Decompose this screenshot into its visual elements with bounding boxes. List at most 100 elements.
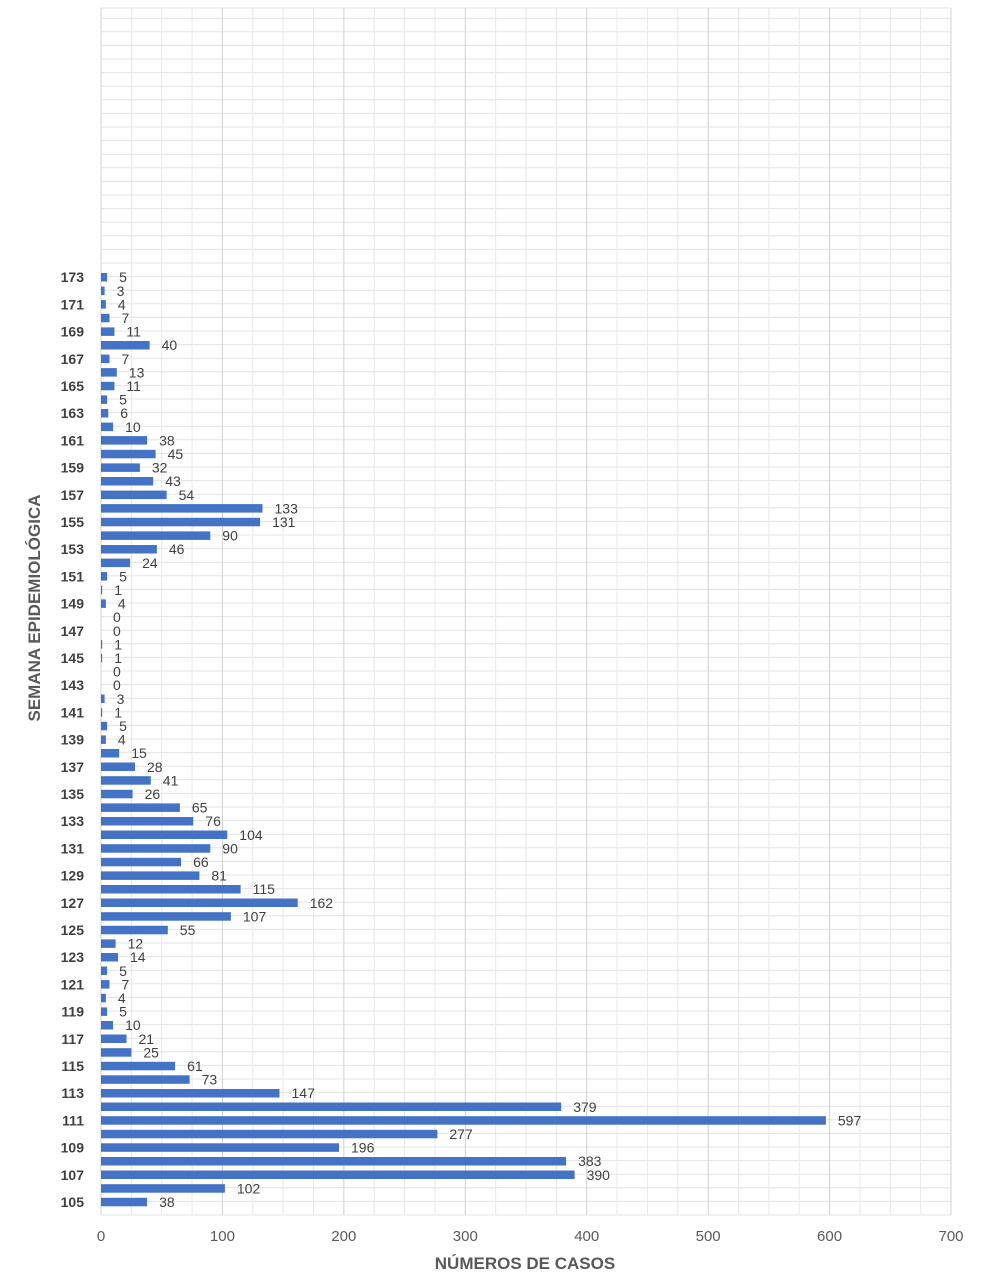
y-tick-label: 173 <box>61 269 85 285</box>
data-label-week-150: 1 <box>114 582 122 598</box>
bar-week-110 <box>101 1129 438 1139</box>
bar-week-167 <box>101 354 110 364</box>
bar-week-116 <box>101 1048 132 1057</box>
bar-week-135 <box>101 789 133 799</box>
data-label-week-153: 46 <box>169 541 185 557</box>
data-label-week-106: 102 <box>237 1180 261 1196</box>
bar-week-165 <box>101 381 115 391</box>
data-label-week-124: 12 <box>128 936 144 952</box>
bar-week-106 <box>101 1184 225 1193</box>
y-tick-label: 125 <box>61 922 85 938</box>
y-tick-label: 139 <box>61 732 85 748</box>
x-tick-label: 0 <box>97 1228 105 1245</box>
data-label-week-107: 390 <box>587 1167 611 1183</box>
data-label-week-133: 76 <box>205 813 221 829</box>
bar-week-150 <box>101 585 103 595</box>
data-label-week-138: 15 <box>131 745 147 761</box>
data-label-week-169: 11 <box>126 324 141 340</box>
data-label-week-161: 38 <box>159 432 175 448</box>
data-label-week-143: 0 <box>113 677 121 693</box>
data-label-week-136: 41 <box>163 772 179 788</box>
bar-week-131 <box>101 844 211 853</box>
y-axis-title: SEMANA EPIDEMIOLÓGICA <box>25 495 44 722</box>
bar-week-119 <box>101 1007 108 1016</box>
y-tick-label: 167 <box>61 351 85 367</box>
x-tick-label: 700 <box>938 1228 963 1245</box>
bar-week-162 <box>101 422 114 432</box>
data-label-week-160: 45 <box>168 446 184 462</box>
y-tick-label: 117 <box>61 1031 84 1047</box>
y-tick-label: 127 <box>61 895 85 911</box>
data-label-week-151: 5 <box>119 568 127 584</box>
bar-week-137 <box>101 762 135 771</box>
data-labels: 3810239038319627759737914773612521105475… <box>113 269 861 1210</box>
bar-week-107 <box>101 1170 575 1179</box>
y-tick-label: 161 <box>61 432 85 448</box>
bar-week-138 <box>101 749 120 758</box>
bar-week-114 <box>101 1075 190 1084</box>
data-label-week-117: 21 <box>139 1031 155 1047</box>
bar-week-172 <box>101 286 105 296</box>
data-label-week-110: 277 <box>449 1126 473 1142</box>
bar-week-139 <box>101 735 106 744</box>
bar-week-142 <box>101 694 105 703</box>
bar-week-153 <box>101 545 157 554</box>
data-label-week-167: 7 <box>122 351 130 367</box>
bar-week-157 <box>101 490 167 500</box>
data-label-week-165: 11 <box>126 378 141 394</box>
y-tick-label: 149 <box>61 596 85 612</box>
bar-week-109 <box>101 1143 339 1152</box>
data-label-week-171: 4 <box>118 296 126 312</box>
data-label-week-127: 162 <box>310 895 334 911</box>
bar-week-117 <box>101 1034 127 1043</box>
data-label-week-163: 6 <box>120 405 128 421</box>
data-label-week-125: 55 <box>180 922 196 938</box>
data-label-week-132: 104 <box>239 827 263 843</box>
data-label-week-170: 7 <box>122 310 130 326</box>
data-label-week-155: 131 <box>272 514 296 530</box>
data-label-week-123: 14 <box>130 949 146 965</box>
y-axis-ticks: 105 107 109 111 113 115 117 119 121 123 125 127 129 1… <box>61 269 85 1210</box>
data-label-week-118: 10 <box>125 1017 141 1033</box>
data-label-week-113: 147 <box>292 1085 316 1101</box>
y-tick-label: 131 <box>61 840 85 856</box>
data-label-week-114: 73 <box>202 1072 218 1088</box>
bar-week-145 <box>101 653 103 663</box>
data-label-week-168: 40 <box>162 337 178 353</box>
bar-week-123 <box>101 953 118 962</box>
bar-week-166 <box>101 368 117 377</box>
bar-week-160 <box>101 449 156 459</box>
bar-week-158 <box>101 477 154 486</box>
data-label-week-156: 133 <box>275 500 299 516</box>
bar-week-112 <box>101 1102 562 1111</box>
bar-week-133 <box>101 817 194 826</box>
data-label-week-166: 13 <box>129 364 145 380</box>
y-tick-label: 141 <box>61 704 85 720</box>
bar-week-126 <box>101 912 231 921</box>
bar-week-127 <box>101 898 298 907</box>
bar-week-122 <box>101 966 108 975</box>
x-axis-title: NÚMEROS DE CASOS <box>435 1254 615 1273</box>
bar-week-169 <box>101 327 115 336</box>
y-tick-label: 115 <box>61 1058 84 1074</box>
bar-week-141 <box>101 708 103 717</box>
y-tick-label: 153 <box>61 541 85 557</box>
x-tick-label: 400 <box>574 1228 599 1245</box>
y-tick-label: 157 <box>61 487 85 503</box>
data-label-week-130: 66 <box>193 854 209 870</box>
data-label-week-164: 5 <box>119 392 127 408</box>
bar-week-140 <box>101 721 108 731</box>
x-tick-label: 600 <box>817 1228 842 1245</box>
bar-week-118 <box>101 1021 114 1030</box>
data-label-week-131: 90 <box>222 840 238 856</box>
data-label-week-115: 61 <box>187 1058 203 1074</box>
data-label-week-149: 4 <box>118 596 126 612</box>
x-axis-ticks: 0 100 200 300 400 500 600 700 <box>97 1228 964 1245</box>
data-label-week-158: 43 <box>165 473 181 489</box>
data-label-week-142: 3 <box>117 691 125 707</box>
data-label-week-162: 10 <box>125 419 141 435</box>
y-tick-label: 113 <box>61 1085 84 1101</box>
data-label-week-152: 24 <box>142 555 158 571</box>
data-label-week-137: 28 <box>147 759 163 775</box>
data-label-week-126: 107 <box>243 908 267 924</box>
